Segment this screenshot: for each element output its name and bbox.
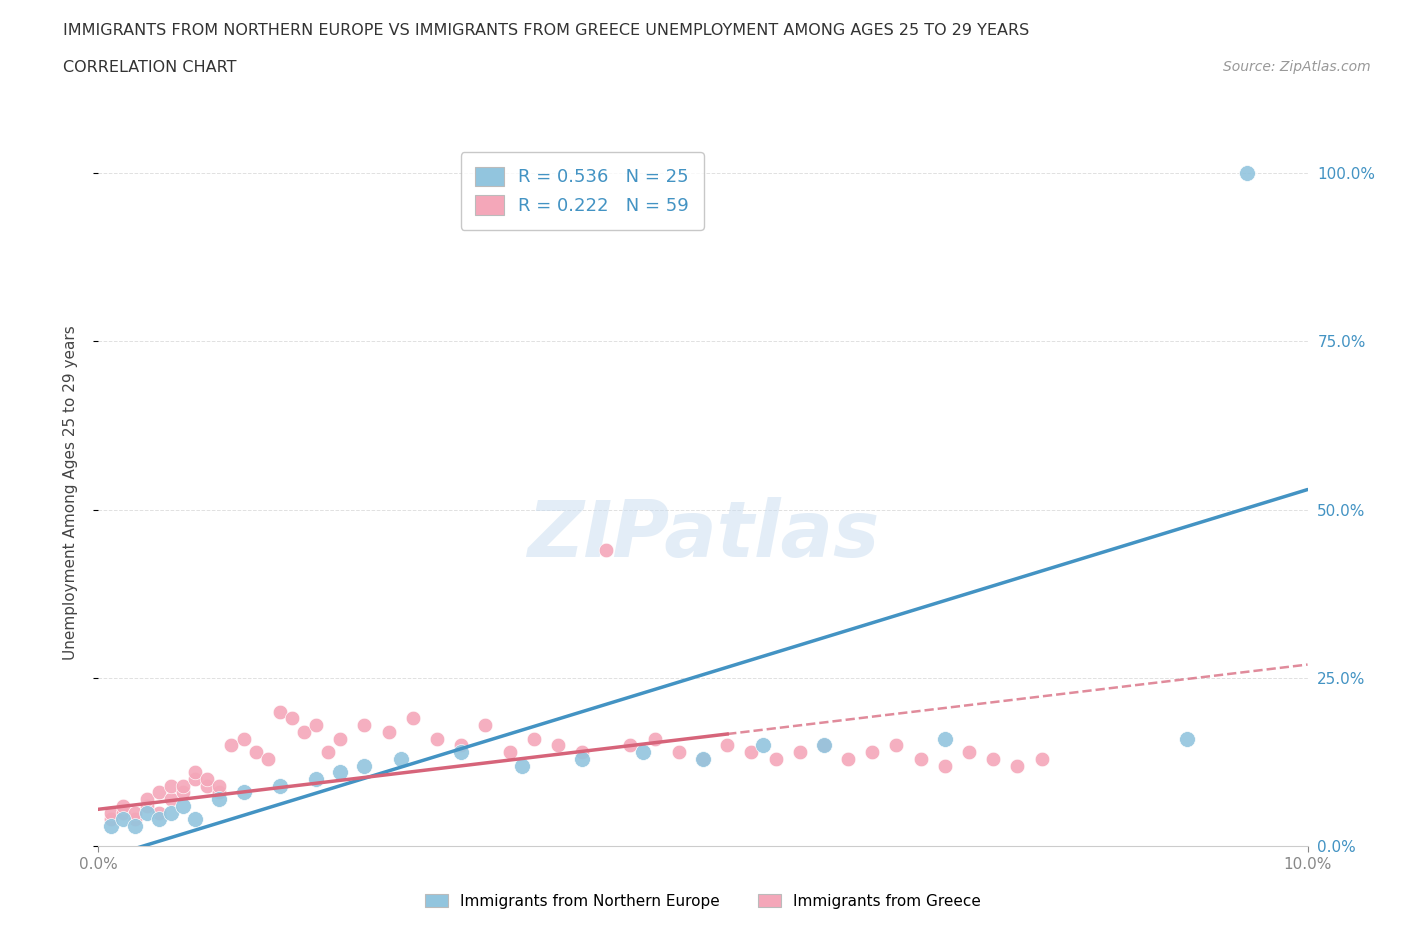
Point	[135, 791, 157, 806]
Point	[692, 751, 714, 766]
Point	[124, 818, 146, 833]
Point	[195, 778, 218, 793]
Point	[256, 751, 278, 766]
Point	[498, 745, 520, 760]
Point	[1175, 731, 1198, 746]
Point	[269, 704, 291, 719]
Point	[523, 731, 546, 746]
Point	[813, 737, 835, 752]
Text: Source: ZipAtlas.com: Source: ZipAtlas.com	[1223, 60, 1371, 74]
Point	[305, 718, 328, 733]
Point	[148, 812, 170, 827]
Point	[1236, 166, 1258, 180]
Point	[450, 737, 472, 752]
Point	[934, 731, 956, 746]
Point	[981, 751, 1004, 766]
Point	[402, 711, 425, 725]
Point	[100, 812, 122, 827]
Point	[377, 724, 399, 739]
Point	[160, 791, 183, 806]
Point	[353, 758, 375, 773]
Point	[934, 758, 956, 773]
Point	[269, 778, 291, 793]
Point	[329, 764, 352, 779]
Point	[426, 731, 449, 746]
Point	[1031, 751, 1053, 766]
Point	[245, 745, 267, 760]
Point	[232, 785, 254, 800]
Point	[886, 737, 908, 752]
Point	[148, 805, 170, 820]
Point	[111, 805, 134, 820]
Point	[111, 812, 134, 827]
Point	[571, 751, 593, 766]
Text: IMMIGRANTS FROM NORTHERN EUROPE VS IMMIGRANTS FROM GREECE UNEMPLOYMENT AMONG AGE: IMMIGRANTS FROM NORTHERN EUROPE VS IMMIG…	[63, 23, 1029, 38]
Point	[716, 737, 738, 752]
Point	[474, 718, 496, 733]
Point	[100, 818, 122, 833]
Point	[631, 745, 654, 760]
Point	[184, 764, 207, 779]
Point	[160, 778, 183, 793]
Point	[353, 718, 375, 733]
Point	[595, 543, 617, 558]
Point	[692, 751, 714, 766]
Point	[148, 785, 170, 800]
Point	[957, 745, 980, 760]
Point	[1007, 758, 1029, 773]
Point	[172, 799, 194, 814]
Point	[135, 799, 157, 814]
Point	[135, 805, 157, 820]
Point	[740, 745, 762, 760]
Point	[389, 751, 412, 766]
Point	[752, 737, 775, 752]
Point	[100, 805, 122, 820]
Point	[172, 778, 194, 793]
Point	[765, 751, 787, 766]
Point	[789, 745, 811, 760]
Point	[208, 785, 231, 800]
Point	[305, 772, 328, 787]
Point	[571, 745, 593, 760]
Legend: R = 0.536   N = 25, R = 0.222   N = 59: R = 0.536 N = 25, R = 0.222 N = 59	[461, 153, 703, 230]
Point	[124, 805, 146, 820]
Point	[329, 731, 352, 746]
Point	[644, 731, 666, 746]
Point	[316, 745, 339, 760]
Point	[510, 758, 533, 773]
Legend: Immigrants from Northern Europe, Immigrants from Greece: Immigrants from Northern Europe, Immigra…	[419, 887, 987, 915]
Point	[208, 778, 231, 793]
Point	[208, 791, 231, 806]
Point	[813, 737, 835, 752]
Point	[195, 772, 218, 787]
Point	[184, 772, 207, 787]
Point	[668, 745, 690, 760]
Point	[184, 812, 207, 827]
Point	[221, 737, 243, 752]
Text: ZIPatlas: ZIPatlas	[527, 498, 879, 573]
Point	[172, 785, 194, 800]
Point	[111, 799, 134, 814]
Point	[292, 724, 315, 739]
Point	[860, 745, 883, 760]
Point	[547, 737, 569, 752]
Point	[450, 745, 472, 760]
Text: CORRELATION CHART: CORRELATION CHART	[63, 60, 236, 75]
Point	[160, 805, 183, 820]
Point	[281, 711, 304, 725]
Point	[837, 751, 859, 766]
Point	[910, 751, 932, 766]
Point	[232, 731, 254, 746]
Point	[124, 812, 146, 827]
Point	[619, 737, 641, 752]
Y-axis label: Unemployment Among Ages 25 to 29 years: Unemployment Among Ages 25 to 29 years	[63, 326, 77, 660]
